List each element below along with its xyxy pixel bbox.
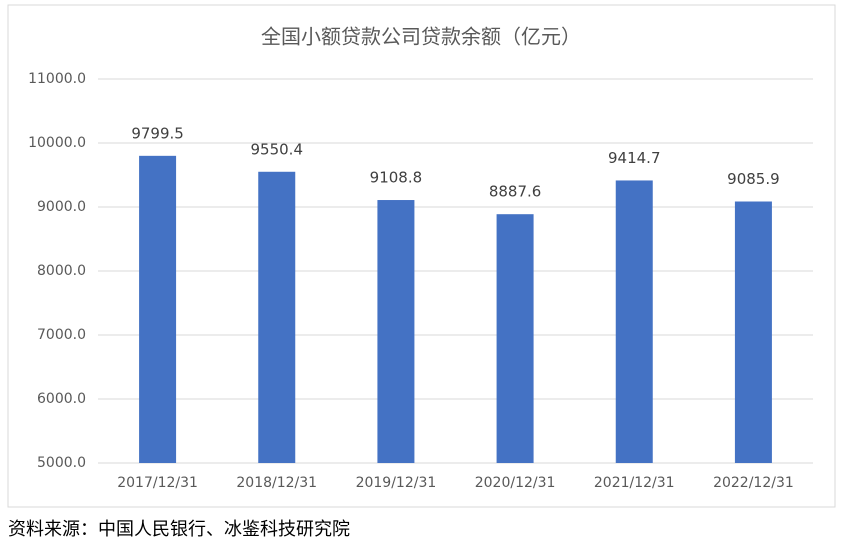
bar [496, 214, 534, 463]
x-tick-label: 2022/12/31 [713, 475, 794, 491]
y-tick-label: 9000.0 [37, 199, 86, 215]
x-tick-label: 2018/12/31 [236, 475, 317, 491]
bar [377, 200, 415, 463]
bar [734, 201, 772, 464]
chart-title: 全国小额贷款公司贷款余额（亿元） [261, 25, 581, 49]
value-label: 9550.4 [251, 140, 304, 158]
bar [615, 180, 653, 463]
y-tick-label: 10000.0 [28, 135, 86, 151]
x-tick-label: 2019/12/31 [356, 475, 437, 491]
y-tick-label: 8000.0 [37, 263, 86, 279]
value-label: 9414.7 [608, 149, 661, 167]
value-label: 8887.6 [489, 183, 542, 201]
y-tick-label: 6000.0 [37, 391, 86, 407]
chart-frame [7, 4, 836, 508]
y-tick-label: 11000.0 [28, 71, 86, 87]
y-tick-label: 5000.0 [37, 455, 86, 471]
x-tick-label: 2020/12/31 [475, 475, 556, 491]
bar [258, 171, 296, 463]
x-tick-label: 2017/12/31 [117, 475, 198, 491]
value-label: 9085.9 [727, 170, 780, 188]
source-note: 资料来源：中国人民银行、冰鉴科技研究院 [8, 519, 350, 540]
value-label: 9108.8 [370, 169, 423, 187]
bar [139, 155, 177, 463]
value-label: 9799.5 [131, 124, 184, 142]
x-tick-label: 2021/12/31 [594, 475, 675, 491]
y-tick-label: 7000.0 [37, 327, 86, 343]
